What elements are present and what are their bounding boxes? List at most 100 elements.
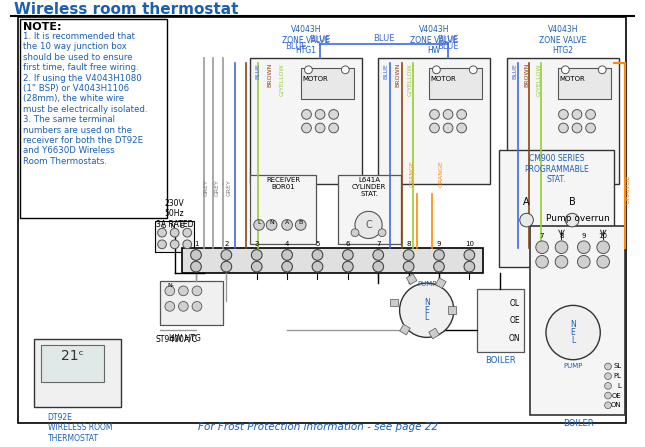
Circle shape bbox=[430, 110, 439, 119]
Text: G/YELLOW: G/YELLOW bbox=[279, 63, 284, 96]
Circle shape bbox=[183, 240, 192, 249]
Bar bbox=[530, 226, 626, 415]
Bar bbox=[499, 150, 614, 266]
Circle shape bbox=[536, 241, 548, 253]
Text: GREY: GREY bbox=[203, 179, 208, 196]
Text: GREY: GREY bbox=[215, 179, 220, 196]
Circle shape bbox=[457, 123, 466, 133]
Circle shape bbox=[470, 66, 477, 74]
Circle shape bbox=[597, 241, 610, 253]
Bar bbox=[448, 306, 456, 314]
Circle shape bbox=[329, 123, 339, 133]
Text: 7: 7 bbox=[540, 233, 544, 240]
Text: ON: ON bbox=[611, 402, 622, 408]
Bar bbox=[337, 174, 401, 245]
Bar bbox=[160, 281, 223, 325]
Circle shape bbox=[604, 373, 611, 380]
Text: PUMP: PUMP bbox=[564, 363, 583, 369]
Text: PUMP: PUMP bbox=[417, 281, 437, 287]
Circle shape bbox=[351, 229, 359, 236]
Text: GREY: GREY bbox=[226, 179, 232, 196]
Text: V4043H
ZONE VALVE
HTG2: V4043H ZONE VALVE HTG2 bbox=[539, 25, 586, 55]
Bar bbox=[41, 345, 104, 382]
Circle shape bbox=[252, 249, 262, 260]
Text: 2: 2 bbox=[224, 241, 228, 247]
Circle shape bbox=[399, 283, 454, 337]
Text: BLUE: BLUE bbox=[255, 63, 261, 79]
Text: HW HTG: HW HTG bbox=[170, 334, 201, 343]
Text: B: B bbox=[299, 220, 303, 225]
Text: L: L bbox=[424, 313, 429, 322]
Text: 3: 3 bbox=[255, 241, 259, 247]
Circle shape bbox=[566, 213, 579, 227]
Circle shape bbox=[282, 249, 292, 260]
Bar bbox=[400, 325, 410, 335]
Circle shape bbox=[373, 249, 384, 260]
Circle shape bbox=[403, 261, 414, 272]
Circle shape bbox=[342, 261, 353, 272]
Circle shape bbox=[572, 110, 582, 119]
Circle shape bbox=[577, 241, 590, 253]
Circle shape bbox=[191, 261, 201, 272]
Text: RECEIVER
BOR01: RECEIVER BOR01 bbox=[266, 177, 301, 190]
Circle shape bbox=[282, 261, 292, 272]
Text: V4043H
ZONE VALVE
HW: V4043H ZONE VALVE HW bbox=[410, 25, 458, 55]
Bar bbox=[429, 328, 439, 339]
Circle shape bbox=[252, 261, 262, 272]
Circle shape bbox=[572, 123, 582, 133]
Text: MOTOR: MOTOR bbox=[303, 76, 328, 83]
Text: L: L bbox=[571, 336, 575, 345]
Circle shape bbox=[355, 211, 382, 239]
Circle shape bbox=[295, 219, 306, 230]
Circle shape bbox=[378, 229, 386, 236]
Bar bbox=[390, 299, 397, 306]
Circle shape bbox=[192, 286, 202, 296]
Circle shape bbox=[604, 383, 611, 389]
Circle shape bbox=[604, 392, 611, 399]
Text: BLUE: BLUE bbox=[512, 63, 517, 79]
Text: PL: PL bbox=[613, 373, 622, 379]
Text: L: L bbox=[256, 220, 262, 225]
Text: 7: 7 bbox=[376, 241, 381, 247]
Text: 10: 10 bbox=[599, 233, 608, 240]
Text: BOILER: BOILER bbox=[485, 356, 516, 365]
Text: A: A bbox=[285, 220, 289, 225]
Circle shape bbox=[433, 66, 441, 74]
Circle shape bbox=[170, 240, 179, 249]
Circle shape bbox=[577, 256, 590, 268]
Text: ORANGE: ORANGE bbox=[410, 160, 415, 187]
Text: BROWN: BROWN bbox=[395, 63, 400, 88]
Text: 6: 6 bbox=[346, 241, 350, 247]
Text: 9: 9 bbox=[437, 241, 441, 247]
Circle shape bbox=[315, 110, 325, 119]
Text: C: C bbox=[365, 220, 372, 230]
Text: OL: OL bbox=[510, 299, 520, 308]
Text: BLUE: BLUE bbox=[373, 34, 395, 42]
Bar bbox=[155, 221, 194, 252]
Text: OE: OE bbox=[509, 316, 520, 325]
Text: SL: SL bbox=[613, 363, 622, 370]
Circle shape bbox=[403, 249, 414, 260]
Bar bbox=[34, 339, 121, 407]
Text: MOTOR: MOTOR bbox=[559, 76, 585, 83]
Text: ON: ON bbox=[508, 334, 520, 343]
Text: BROWN: BROWN bbox=[267, 63, 272, 88]
Text: BLUE: BLUE bbox=[437, 42, 459, 51]
Circle shape bbox=[604, 402, 611, 409]
Text: E: E bbox=[424, 306, 429, 315]
Text: N: N bbox=[268, 220, 275, 225]
Circle shape bbox=[559, 110, 568, 119]
Circle shape bbox=[165, 302, 175, 311]
Text: E: E bbox=[571, 328, 575, 337]
Bar bbox=[250, 58, 362, 184]
Text: B: B bbox=[569, 197, 575, 207]
Circle shape bbox=[266, 219, 277, 230]
Circle shape bbox=[179, 286, 188, 296]
Circle shape bbox=[157, 228, 166, 237]
Circle shape bbox=[562, 66, 570, 74]
Circle shape bbox=[329, 110, 339, 119]
Text: L: L bbox=[618, 383, 622, 389]
Bar bbox=[435, 278, 446, 288]
Text: 1: 1 bbox=[194, 241, 198, 247]
Text: BLUE: BLUE bbox=[310, 34, 331, 44]
